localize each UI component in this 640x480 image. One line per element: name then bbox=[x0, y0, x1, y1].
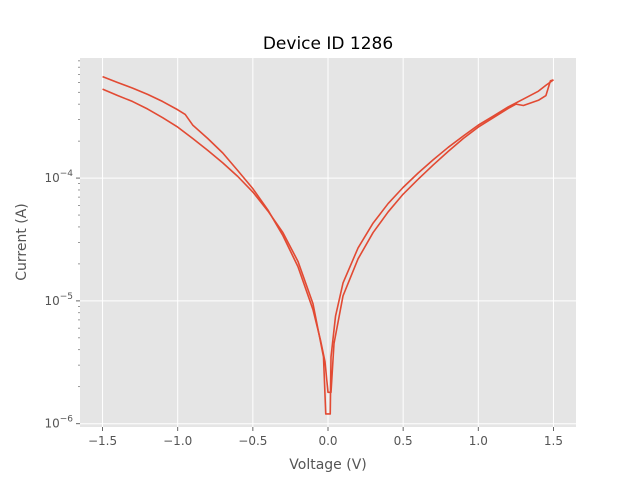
chart-title: Device ID 1286 bbox=[263, 34, 393, 54]
x-tick-label: −1.5 bbox=[88, 434, 117, 448]
x-tick-label: −1.0 bbox=[163, 434, 192, 448]
series bbox=[102, 75, 554, 415]
x-tick-label: 0.5 bbox=[394, 434, 413, 448]
x-tick-label: −0.5 bbox=[238, 434, 267, 448]
x-axis-label: Voltage (V) bbox=[289, 457, 366, 473]
series-line-2 bbox=[102, 79, 554, 415]
grid bbox=[80, 58, 576, 427]
y-axis-label: Current (A) bbox=[14, 203, 30, 281]
y-axis-ticks: 10−6 10−5 10−4 bbox=[44, 169, 80, 431]
y-tick-label: 10−6 bbox=[44, 415, 73, 431]
y-tick-label: 10−5 bbox=[44, 292, 73, 308]
x-tick-label: 1.0 bbox=[469, 434, 488, 448]
y-tick-label: 10−4 bbox=[44, 169, 73, 185]
x-tick-label: 1.5 bbox=[544, 434, 563, 448]
x-axis-ticks: −1.5 −1.0 −0.5 0.0 0.5 1.0 1.5 bbox=[88, 427, 563, 448]
y-minor-ticks bbox=[78, 60, 80, 388]
x-tick-label: 0.0 bbox=[318, 434, 337, 448]
